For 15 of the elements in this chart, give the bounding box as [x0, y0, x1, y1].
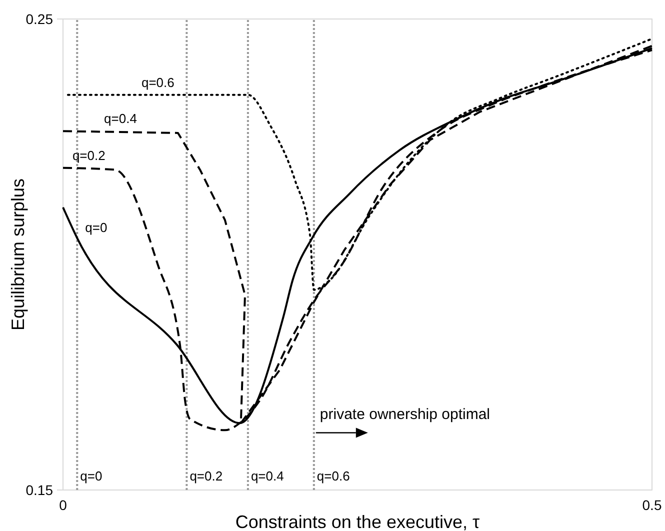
x-axis-title: Constraints on the executive, τ	[235, 512, 480, 531]
x-tick-label: 0	[59, 497, 68, 513]
annotation: private ownership optimal	[320, 406, 490, 423]
annotation: q=0.2	[190, 468, 223, 484]
y-tick-label: 0.15	[26, 482, 54, 498]
series-label: q=0.2	[72, 148, 106, 163]
annotation: q=0	[80, 468, 102, 484]
series-label: q=0	[85, 220, 108, 236]
y-axis-title: Equilibrium surplus	[8, 178, 28, 331]
series-label: q=0.6	[141, 74, 174, 90]
annotation: q=0.4	[250, 468, 284, 484]
y-tick-label: 0.25	[26, 10, 54, 27]
series-label: q=0.4	[104, 111, 137, 126]
x-tick-label: 0.5	[642, 497, 662, 513]
annotation: q=0.6	[316, 468, 350, 484]
